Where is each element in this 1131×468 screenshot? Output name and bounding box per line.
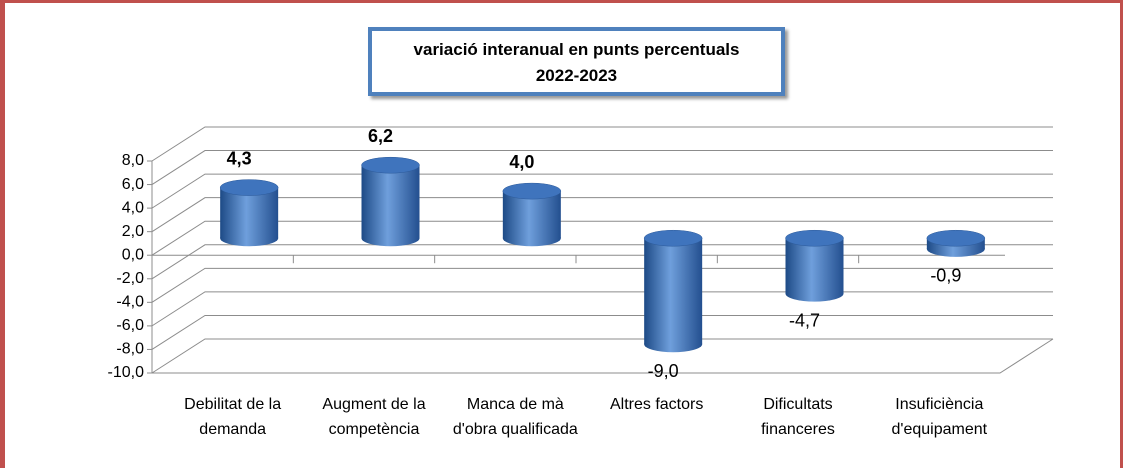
bar-body	[644, 238, 703, 345]
x-tick-label: Insuficiència d'equipament	[891, 396, 988, 438]
x-tick-label: Augment de la competència	[322, 396, 426, 438]
y-tick-label: 4,0	[122, 199, 144, 216]
x-tick-label: Dificultats financeres	[761, 396, 835, 438]
y-tick-label: 8,0	[122, 152, 144, 169]
bar-bottom	[785, 285, 844, 302]
title-box: variació interanual en punts percentuals…	[368, 27, 785, 96]
value-label: -4,7	[789, 310, 820, 330]
bar-bottom	[361, 230, 420, 247]
bar-top	[785, 229, 844, 247]
value-label: -0,9	[930, 266, 961, 286]
floor	[152, 338, 1054, 374]
x-tick-label: Debilitat de la demanda	[184, 396, 282, 438]
bar-top	[926, 229, 986, 247]
chart-subtitle: 2022-2023	[535, 66, 618, 85]
grid-line	[151, 291, 1053, 327]
y-tick-label: 2,0	[122, 223, 144, 240]
bar-body	[785, 238, 844, 294]
bar-top	[361, 156, 420, 174]
grid-line	[151, 338, 1053, 374]
y-tick-label: -6,0	[116, 317, 144, 334]
grid-line	[151, 220, 1053, 256]
y-tick-label: 0,0	[122, 246, 144, 263]
grid-line	[151, 150, 1053, 185]
grid-line	[151, 173, 1053, 209]
bar-bottom	[644, 336, 703, 353]
bar-bottom	[502, 230, 561, 247]
value-label: -9,0	[648, 361, 679, 381]
grid-line	[151, 267, 1053, 303]
grid-line	[151, 126, 1053, 162]
y-tick-label: 6,0	[122, 176, 144, 193]
grid-line	[151, 314, 1053, 350]
y-tick-label: -4,0	[116, 294, 144, 311]
x-tick-label: Manca de mà d'obra qualificada	[452, 396, 578, 438]
bar-top	[219, 179, 279, 196]
bar-top	[502, 182, 562, 200]
grid-line	[151, 197, 1053, 233]
bar-body	[361, 165, 420, 239]
value-label: 6,2	[368, 126, 393, 146]
bar-body	[220, 187, 279, 239]
y-tick-label: -10,0	[108, 364, 145, 381]
value-label: 4,3	[227, 148, 252, 168]
y-tick-label: -8,0	[116, 341, 144, 358]
bar-bottom	[220, 230, 279, 247]
grid-line	[151, 244, 1053, 280]
value-label: 4,0	[509, 152, 534, 172]
chart-title: variació interanual en punts percentuals	[413, 40, 740, 59]
y-tick-label: -2,0	[116, 270, 144, 287]
bar-top	[643, 229, 703, 247]
x-tick-label: Altres factors	[609, 396, 704, 413]
